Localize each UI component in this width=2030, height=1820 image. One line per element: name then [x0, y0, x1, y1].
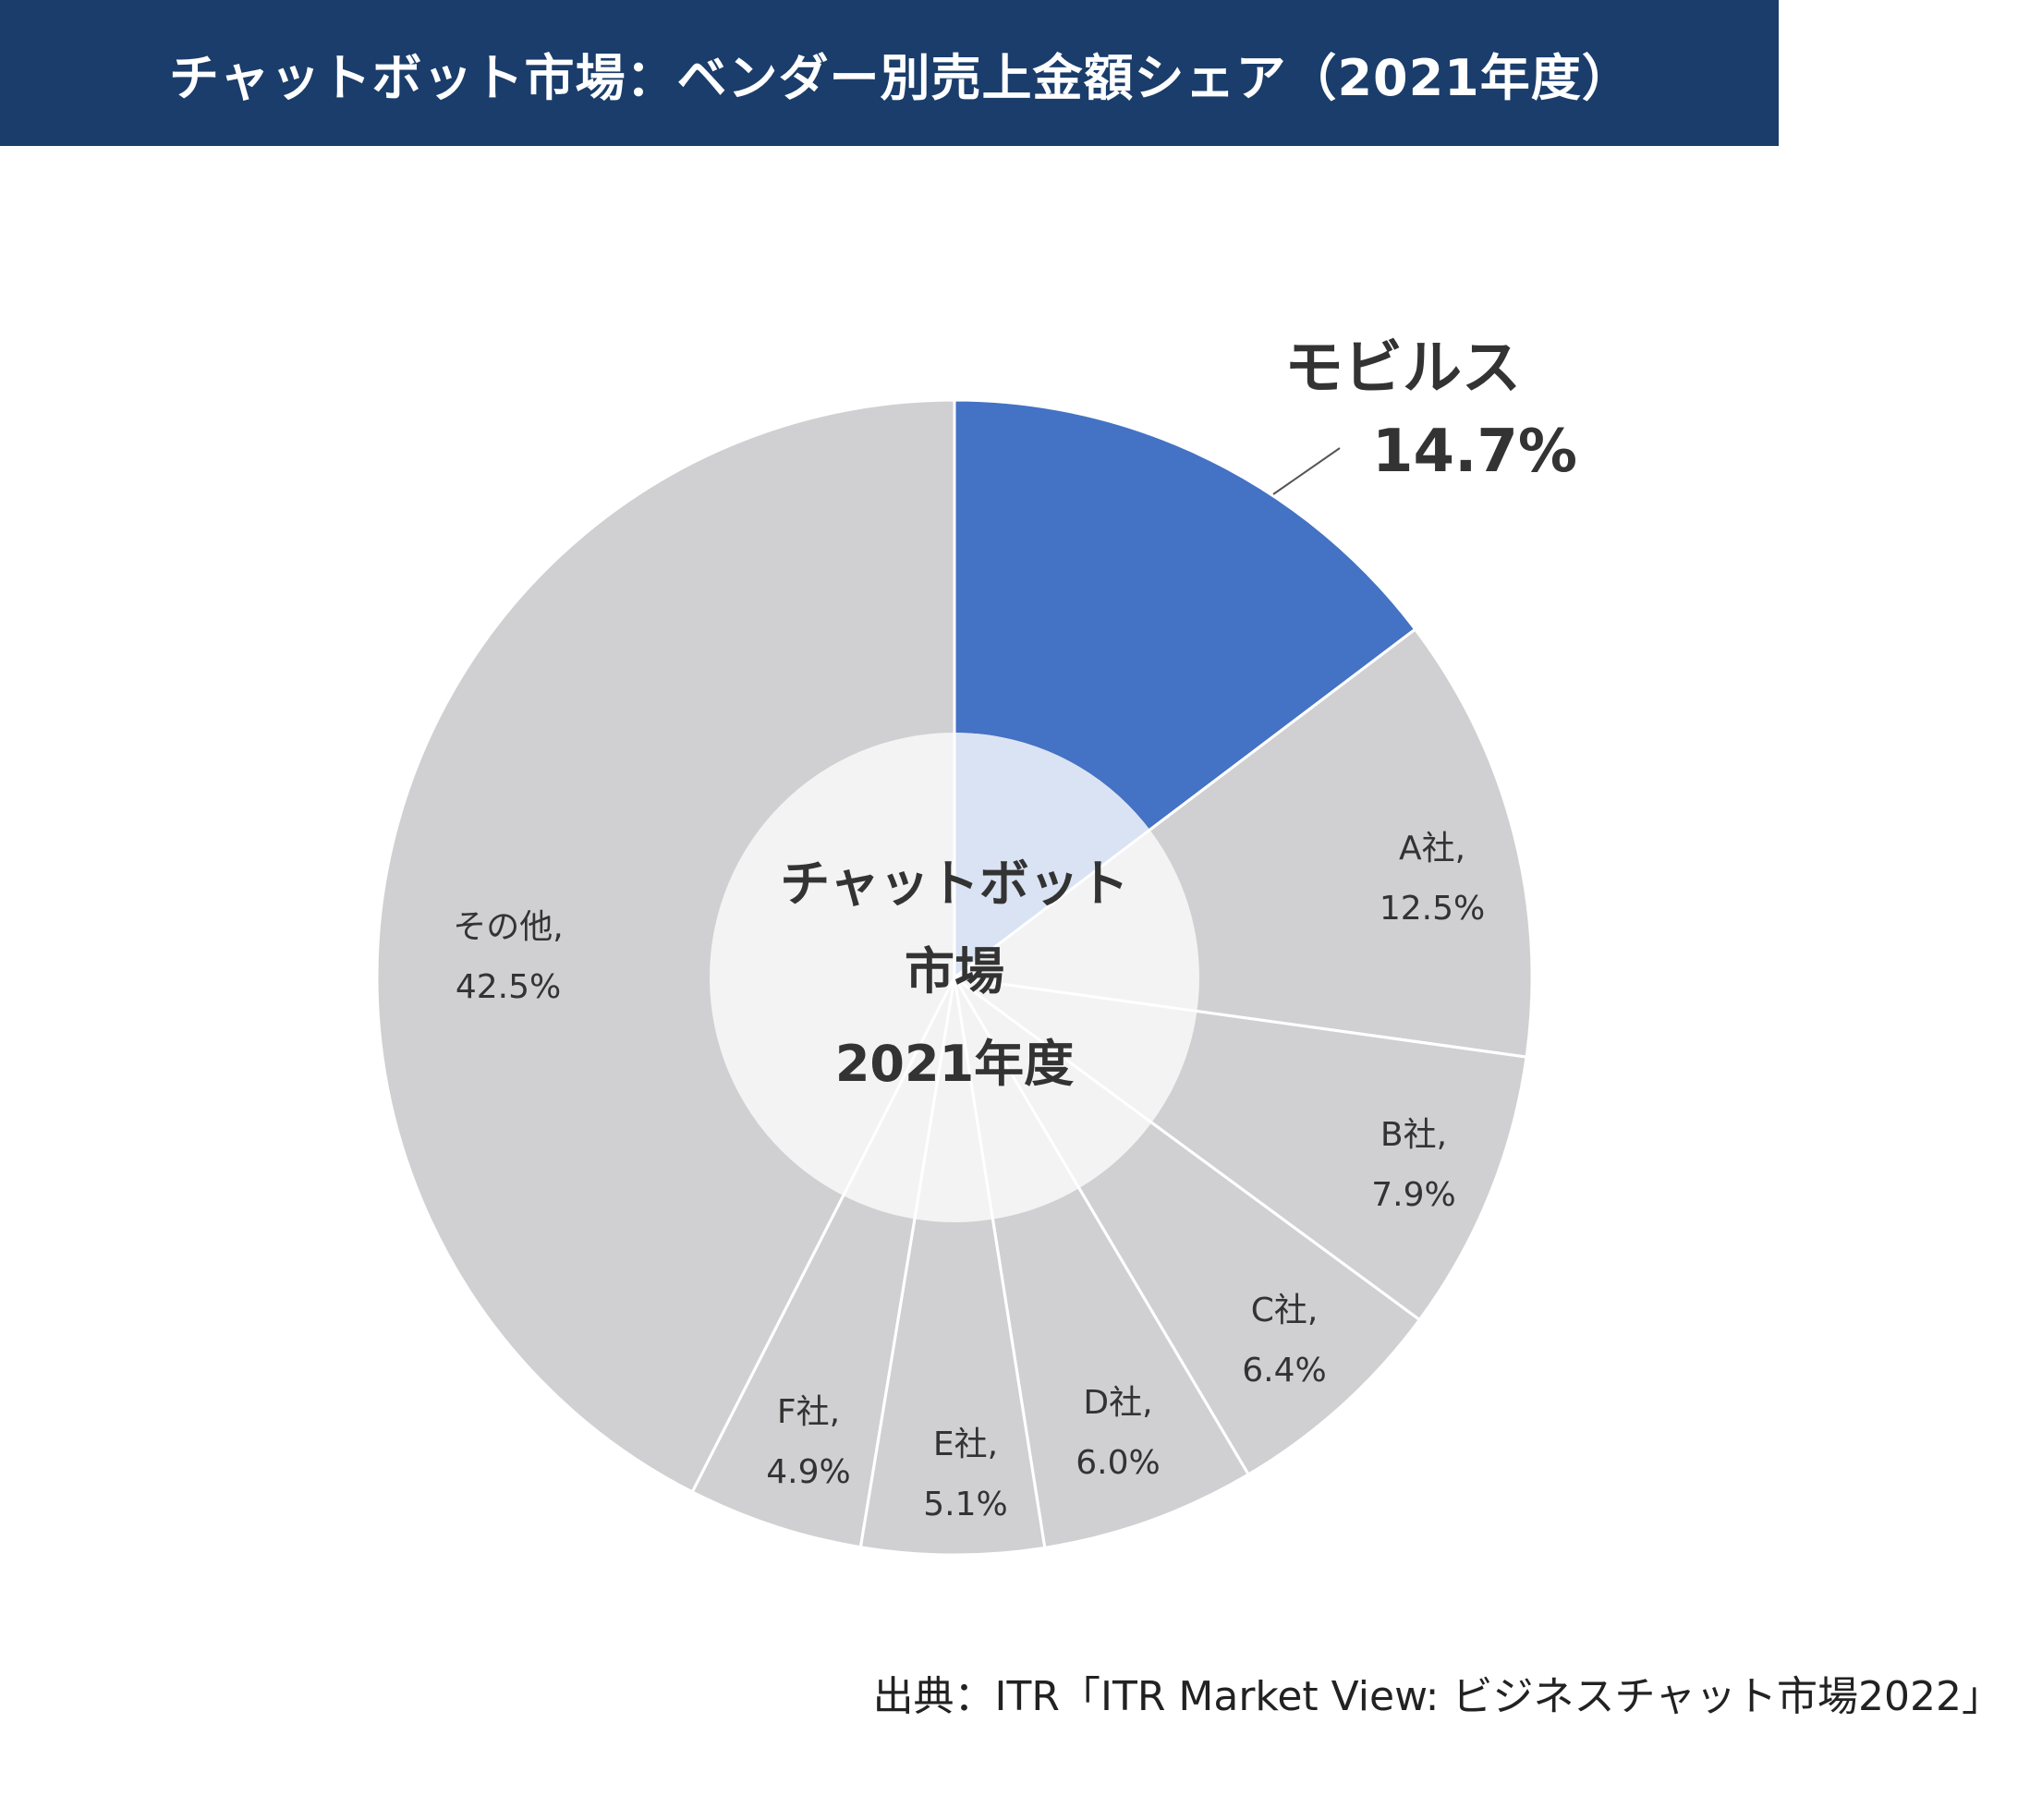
- leader-line: [1272, 447, 1341, 495]
- slice-label-name: E社,: [933, 1426, 998, 1463]
- center-label: 市場: [905, 942, 1004, 1001]
- slice-label-name: A社,: [1399, 830, 1465, 868]
- slice-divider: [953, 977, 1250, 1475]
- slice-label-value: 6.4%: [1242, 1352, 1326, 1389]
- slice-label-value: 14.7%: [1372, 418, 1577, 486]
- slice-label-value: 7.9%: [1371, 1176, 1455, 1214]
- slice-label-value: 12.5%: [1380, 890, 1485, 928]
- slice-label-value: 6.0%: [1076, 1444, 1160, 1482]
- slice-divider: [690, 977, 956, 1493]
- slice-divider: [954, 976, 1527, 1059]
- slice-label-value: 5.1%: [923, 1486, 1007, 1523]
- slice-label-name: C社,: [1251, 1292, 1319, 1329]
- center-label: 2021年度: [835, 1035, 1074, 1093]
- slice-divider: [954, 976, 1421, 1321]
- slice-6: [858, 977, 1047, 1557]
- slice-inner-highlight: [954, 733, 1150, 977]
- chart-title: チャットボット市場：ベンダー別売上金額シェア（2021年度）: [169, 48, 1633, 107]
- source-note: 出典：ITR「ITR Market View: ビジネスチャット市場2022」: [872, 1673, 2002, 1720]
- slice-label-name: モビルス: [1284, 334, 1521, 403]
- center-label: チャットボット: [780, 855, 1128, 913]
- slice-label-name: F社,: [777, 1393, 840, 1431]
- slice-8: [375, 398, 956, 1494]
- slice-divider: [954, 627, 1416, 979]
- slice-label-name: その他,: [453, 908, 563, 946]
- slice-label-value: 4.9%: [766, 1453, 850, 1491]
- slice-label-name: D社,: [1083, 1384, 1152, 1422]
- slice-divider: [858, 977, 956, 1547]
- slice-label-name: B社,: [1380, 1116, 1447, 1154]
- slice-label-value: 42.5%: [456, 968, 561, 1006]
- slice-divider: [953, 977, 1047, 1548]
- title-bar: チャットボット市場：ベンダー別売上金額シェア（2021年度）: [0, 0, 1779, 146]
